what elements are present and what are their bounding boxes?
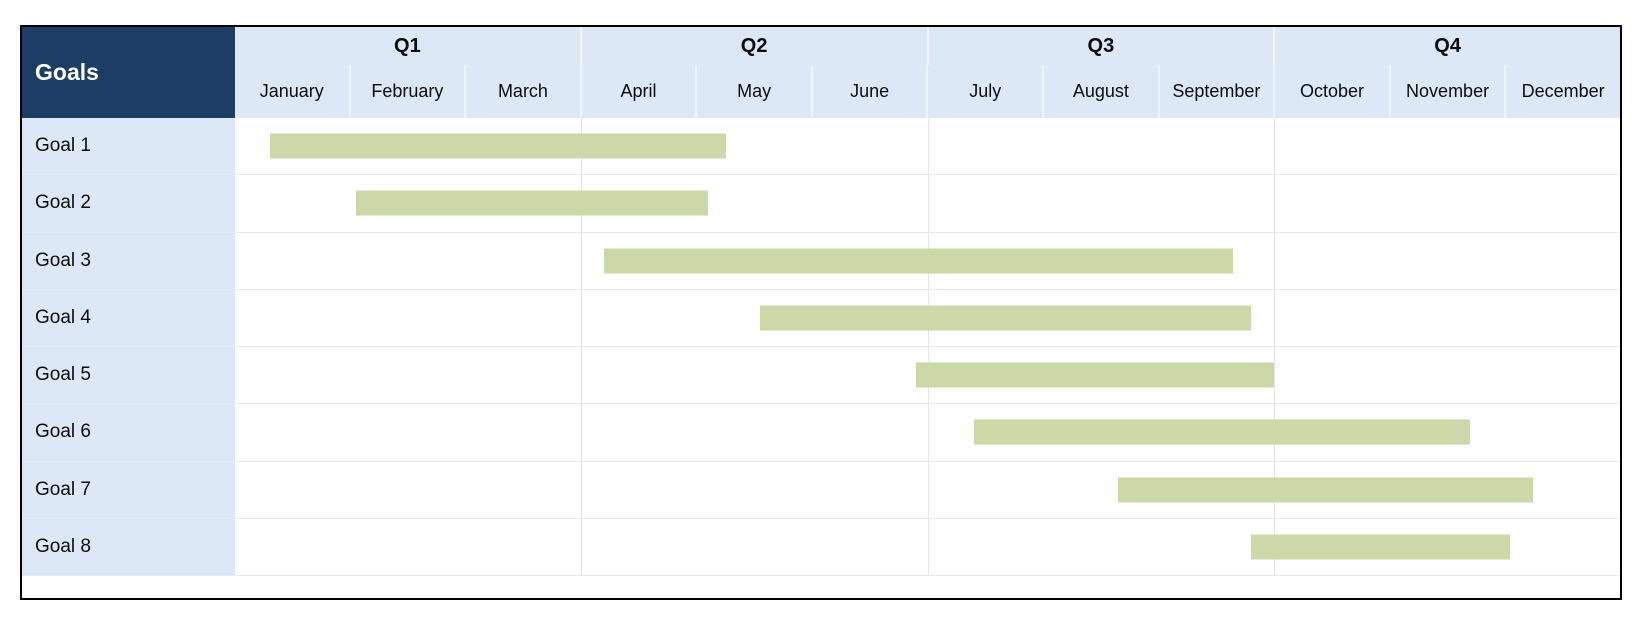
month-cell-may: May	[695, 65, 811, 118]
month-cell-november: November	[1388, 65, 1505, 118]
quarter-gridline-q2-q3	[927, 118, 929, 598]
goal-track	[235, 519, 1620, 575]
goal-track	[235, 175, 1620, 231]
goal-track	[235, 233, 1620, 289]
goal-label-cell: Goal 4	[22, 289, 235, 346]
table-header: Goals Q1 Q2 Q3 Q4 January February March…	[22, 27, 1620, 118]
goal-row: Goal 6	[22, 403, 1620, 461]
quarter-cell-q1: Q1	[394, 34, 421, 57]
month-cell-march: March	[464, 65, 580, 118]
goal-row: Goal 2	[22, 174, 1620, 232]
goals-header-label: Goals	[35, 59, 99, 85]
goal-8-bar	[1250, 534, 1511, 560]
month-cell-december: December	[1504, 65, 1620, 118]
month-header-row: January February March April May June Ju…	[235, 65, 1620, 118]
quarter-gridline-q3-q4	[1273, 118, 1275, 598]
goal-5-bar	[915, 362, 1274, 388]
goal-2-bar	[356, 190, 709, 216]
month-cell-october: October	[1273, 65, 1389, 118]
quarter-gridline-q1-q2	[581, 118, 583, 598]
goal-label-cell: Goal 7	[22, 461, 235, 518]
month-cell-september: September	[1157, 65, 1274, 118]
month-cell-july: July	[926, 65, 1042, 118]
goal-row: Goal 7	[22, 460, 1620, 518]
goal-track	[235, 462, 1620, 518]
goal-3-bar	[604, 248, 1234, 274]
goals-header-cell: Goals	[22, 27, 235, 118]
goal-row: Goal 4	[22, 288, 1620, 346]
goal-4-bar	[760, 305, 1251, 331]
chart-body: Goal 1 Goal 2 Goal 3 Goal 4 Goal 5 Goal …	[22, 118, 1620, 598]
goal-row: Goal 8	[22, 517, 1620, 575]
goal-track	[235, 118, 1620, 174]
goal-track	[235, 347, 1620, 403]
goal-label-cell: Goal 1	[22, 118, 235, 175]
quarter-cell-q3: Q3	[926, 27, 1274, 65]
goal-label-cell: Goal 2	[22, 175, 235, 232]
goal-6-bar	[973, 419, 1470, 445]
quarter-cell-q2: Q2	[579, 27, 927, 65]
quarter-header-row: Q1 Q2 Q3 Q4	[235, 27, 1620, 65]
gantt-chart-table: Goals Q1 Q2 Q3 Q4 January February March…	[20, 25, 1622, 600]
quarter-cell-q4: Q4	[1273, 27, 1620, 65]
timeline-header: Q1 Q2 Q3 Q4 January February March April…	[235, 27, 1620, 118]
goal-row: Goal 3	[22, 231, 1620, 289]
bottom-spacer-row	[22, 575, 1620, 598]
month-cell-august: August	[1042, 65, 1158, 118]
goal-1-bar	[269, 133, 726, 159]
goal-track	[235, 404, 1620, 460]
goal-label-cell: Goal 6	[22, 404, 235, 461]
goal-row: Goal 1	[22, 118, 1620, 175]
month-cell-june: June	[810, 65, 927, 118]
goal-row: Goal 5	[22, 346, 1620, 404]
month-cell-february: February	[348, 65, 465, 118]
goal-7-bar	[1117, 477, 1534, 503]
goal-track	[235, 290, 1620, 346]
month-cell-january: January	[259, 81, 324, 101]
goal-label-cell: Goal 3	[22, 232, 235, 289]
goal-label-cell: Goal 8	[22, 518, 235, 575]
goal-label-cell: Goal 5	[22, 347, 235, 404]
month-cell-april: April	[579, 65, 696, 118]
